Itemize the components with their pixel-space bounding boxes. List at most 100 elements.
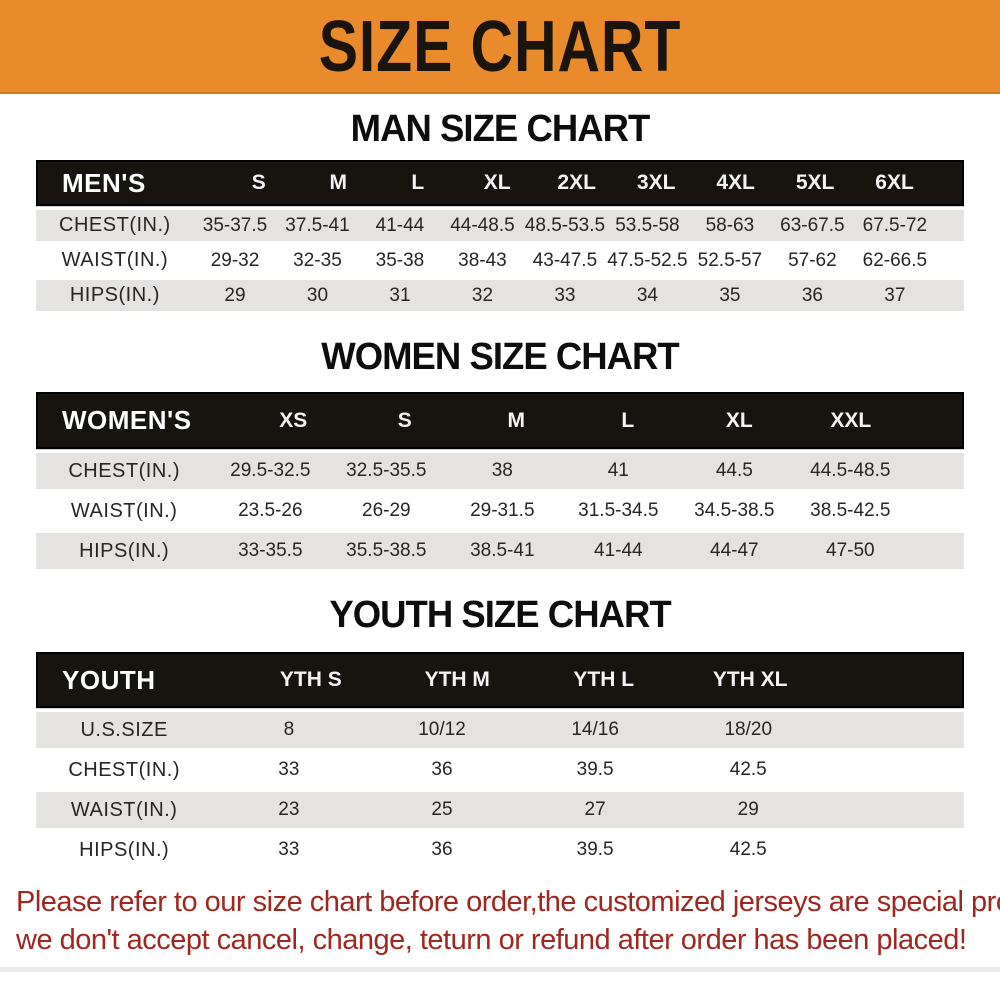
row-values: 29 30 31 32 33 34 35 36 37 — [194, 285, 964, 307]
table-cell: 41-44 — [375, 214, 425, 236]
men-size-table: MEN'S S M L XL 2XL 3XL 4XL 5XL 6XL CHEST(IN.) 35… — [36, 160, 964, 311]
row-values: 8 10/12 14/16 18/20 — [212, 719, 964, 741]
table-cell: 42.5 — [729, 839, 767, 860]
size-column-header: M — [507, 408, 526, 432]
women-table-header-row: WOMEN'S XS S M L XL XXL — [36, 392, 964, 449]
table-cell: 35 — [719, 284, 741, 306]
youth-size-column-headers: YTH S YTH M YTH L YTH XL — [238, 668, 962, 692]
disclaimer-line-1: Please refer to our size chart before or… — [16, 886, 1000, 918]
table-row-chest: CHEST(IN.) 33 36 39.5 42.5 — [36, 752, 964, 788]
table-cell: 30 — [306, 284, 329, 306]
table-cell: 33-35.5 — [238, 540, 303, 561]
table-cell: 38-43 — [458, 249, 507, 271]
table-cell: 36 — [431, 759, 453, 780]
table-cell: 63-67.5 — [780, 214, 845, 236]
table-cell: 36 — [801, 284, 823, 306]
youth-size-table: YOUTH YTH S YTH M YTH L YTH XL U.S.SIZE 8 10… — [36, 652, 964, 868]
table-cell: 38.5-41 — [470, 540, 535, 561]
women-section-heading: WOMEN SIZE CHART — [321, 336, 679, 378]
bottom-edge-strip — [0, 967, 1000, 973]
table-cell: 35-38 — [375, 249, 425, 271]
size-column-header: S — [251, 171, 266, 194]
table-cell: 35.5-38.5 — [346, 540, 427, 561]
disclaimer-note: Please refer to our size chart before or… — [16, 884, 1000, 959]
table-cell: 62-66.5 — [862, 249, 928, 271]
row-values: 23.5-26 26-29 29-31.5 31.5-34.5 34.5-38.5 38.… — [212, 500, 964, 522]
table-cell: 44-47 — [710, 540, 759, 561]
women-size-column-headers: XS S M L XL XXL — [238, 409, 962, 433]
table-cell: 34.5-38.5 — [694, 500, 775, 521]
table-cell: 67.5-72 — [862, 214, 928, 236]
table-cell: 27 — [584, 799, 606, 820]
row-values: 29.5-32.5 32.5-35.5 38 41 44.5 44.5-48.5 — [212, 460, 964, 482]
women-table-title-cell: WOMEN'S — [62, 405, 192, 435]
table-cell: 37.5-41 — [285, 214, 350, 236]
row-label: HIPS(IN.) — [69, 284, 160, 306]
table-cell: 42.5 — [729, 759, 767, 780]
table-cell: 31 — [389, 284, 411, 306]
size-column-header: 6XL — [875, 171, 914, 194]
table-cell: 29 — [737, 799, 759, 820]
table-cell: 33 — [554, 284, 576, 306]
table-cell: 23 — [278, 799, 300, 820]
row-values: 33 36 39.5 42.5 — [212, 839, 964, 861]
men-table-title-cell: MEN'S — [62, 167, 146, 198]
table-cell: 29.5-32.5 — [230, 460, 311, 481]
table-cell: 44.5 — [715, 460, 753, 481]
size-column-header: M — [329, 171, 348, 194]
table-cell: 36 — [431, 839, 453, 860]
table-cell: 52.5-57 — [697, 249, 763, 271]
table-row-waist: WAIST(IN.) 23.5-26 26-29 29-31.5 31.5-34.5 3… — [36, 493, 964, 529]
table-row-waist: WAIST(IN.) 29-32 32-35 35-38 38-43 43-47.5 47… — [36, 245, 964, 276]
row-label: HIPS(IN.) — [79, 539, 170, 562]
men-section-heading: MAN SIZE CHART — [350, 108, 651, 150]
table-cell: 34 — [636, 284, 658, 306]
banner: SIZE CHART — [0, 0, 1000, 94]
size-column-header: 5XL — [795, 171, 835, 194]
size-column-header: XL — [483, 171, 511, 194]
row-label: U.S.SIZE — [80, 718, 168, 741]
table-cell: 29 — [224, 284, 246, 306]
table-cell: 39.5 — [576, 759, 614, 780]
table-row-hips: HIPS(IN.) 33-35.5 35.5-38.5 38.5-41 41-44 44… — [36, 533, 964, 569]
row-values: 33-35.5 35.5-38.5 38.5-41 41-44 44-47 47-50 — [212, 540, 964, 562]
table-cell: 38 — [491, 460, 513, 481]
row-label: CHEST(IN.) — [68, 459, 180, 482]
table-cell: 37 — [884, 284, 906, 306]
size-column-header: 3XL — [636, 171, 676, 194]
table-cell: 41 — [607, 460, 629, 481]
table-cell: 23.5-26 — [238, 500, 303, 521]
table-cell: 39.5 — [576, 839, 614, 860]
table-cell: 58-63 — [705, 214, 755, 236]
size-column-header: YTH XL — [712, 668, 788, 691]
table-cell: 33 — [278, 839, 300, 860]
table-cell: 29-31.5 — [470, 500, 535, 521]
table-cell: 25 — [431, 799, 453, 820]
women-size-table: WOMEN'S XS S M L XL XXL CHEST(IN.) 29.5-32.5 3… — [36, 392, 964, 569]
table-row-hips: HIPS(IN.) 33 36 39.5 42.5 — [36, 832, 964, 868]
row-label: WAIST(IN.) — [70, 499, 178, 522]
disclaimer-line-2: we don't accept cancel, change, teturn o… — [16, 923, 967, 956]
table-row-hips: HIPS(IN.) 29 30 31 32 33 34 35 36 37 — [36, 280, 964, 311]
row-label: WAIST(IN.) — [61, 249, 169, 271]
table-cell: 44-48.5 — [450, 214, 515, 236]
size-column-header: XL — [725, 408, 753, 432]
table-row-chest: CHEST(IN.) 35-37.5 37.5-41 41-44 44-48.5 48.… — [36, 210, 964, 241]
row-label: CHEST(IN.) — [68, 758, 180, 781]
table-cell: 8 — [283, 719, 295, 740]
size-column-header: S — [397, 408, 412, 432]
table-cell: 47-50 — [826, 540, 875, 561]
table-cell: 48.5-53.5 — [524, 214, 606, 236]
table-row-us-size: U.S.SIZE 8 10/12 14/16 18/20 — [36, 712, 964, 748]
table-row-waist: WAIST(IN.) 23 25 27 29 — [36, 792, 964, 828]
table-cell: 38.5-42.5 — [810, 500, 891, 521]
table-cell: 26-29 — [362, 500, 411, 521]
size-column-header: L — [621, 408, 635, 432]
table-cell: 14/16 — [571, 719, 619, 740]
youth-table-header-row: YOUTH YTH S YTH M YTH L YTH XL — [36, 652, 964, 708]
table-cell: 57-62 — [788, 249, 837, 271]
table-cell: 18/20 — [724, 719, 773, 740]
row-values: 23 25 27 29 — [212, 799, 964, 821]
row-label: HIPS(IN.) — [79, 838, 170, 861]
